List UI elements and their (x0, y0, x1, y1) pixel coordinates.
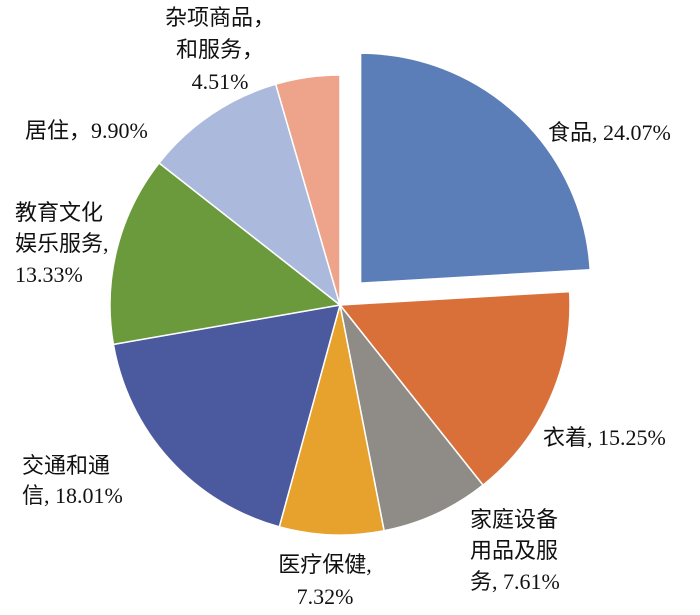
slice-label: 7.32% (297, 584, 354, 609)
pie-slice (158, 83, 342, 308)
slice-label: 信, 18.01% (22, 483, 123, 508)
slice-label: 衣着, 15.25% (543, 425, 666, 450)
slice-label: 4.51% (192, 69, 249, 94)
pie-slice (359, 52, 591, 284)
slice-label: 13.33% (15, 262, 83, 287)
pie-slice (274, 74, 341, 306)
slice-label: 务, 7.61% (470, 569, 560, 594)
slice-label: 用品及服 (470, 538, 558, 563)
pie-slice (338, 290, 571, 487)
slice-label: 食品, 24.07% (548, 120, 671, 145)
slice-label: 教育文化 (15, 200, 103, 225)
slice-label: 家庭设备 (470, 507, 558, 532)
slice-label: 和服务， (176, 37, 264, 62)
pie-slice (109, 161, 342, 346)
pie-slice (112, 304, 342, 528)
pie-slice (339, 304, 485, 532)
slice-label: 杂项商品， (165, 5, 275, 30)
slice-label: 居住，9.90% (25, 118, 148, 143)
slice-label: 医疗保健, (278, 552, 372, 577)
slice-label: 娱乐服务, (15, 231, 109, 256)
pie-slice (278, 304, 385, 536)
slice-label: 交通和通 (22, 453, 110, 478)
